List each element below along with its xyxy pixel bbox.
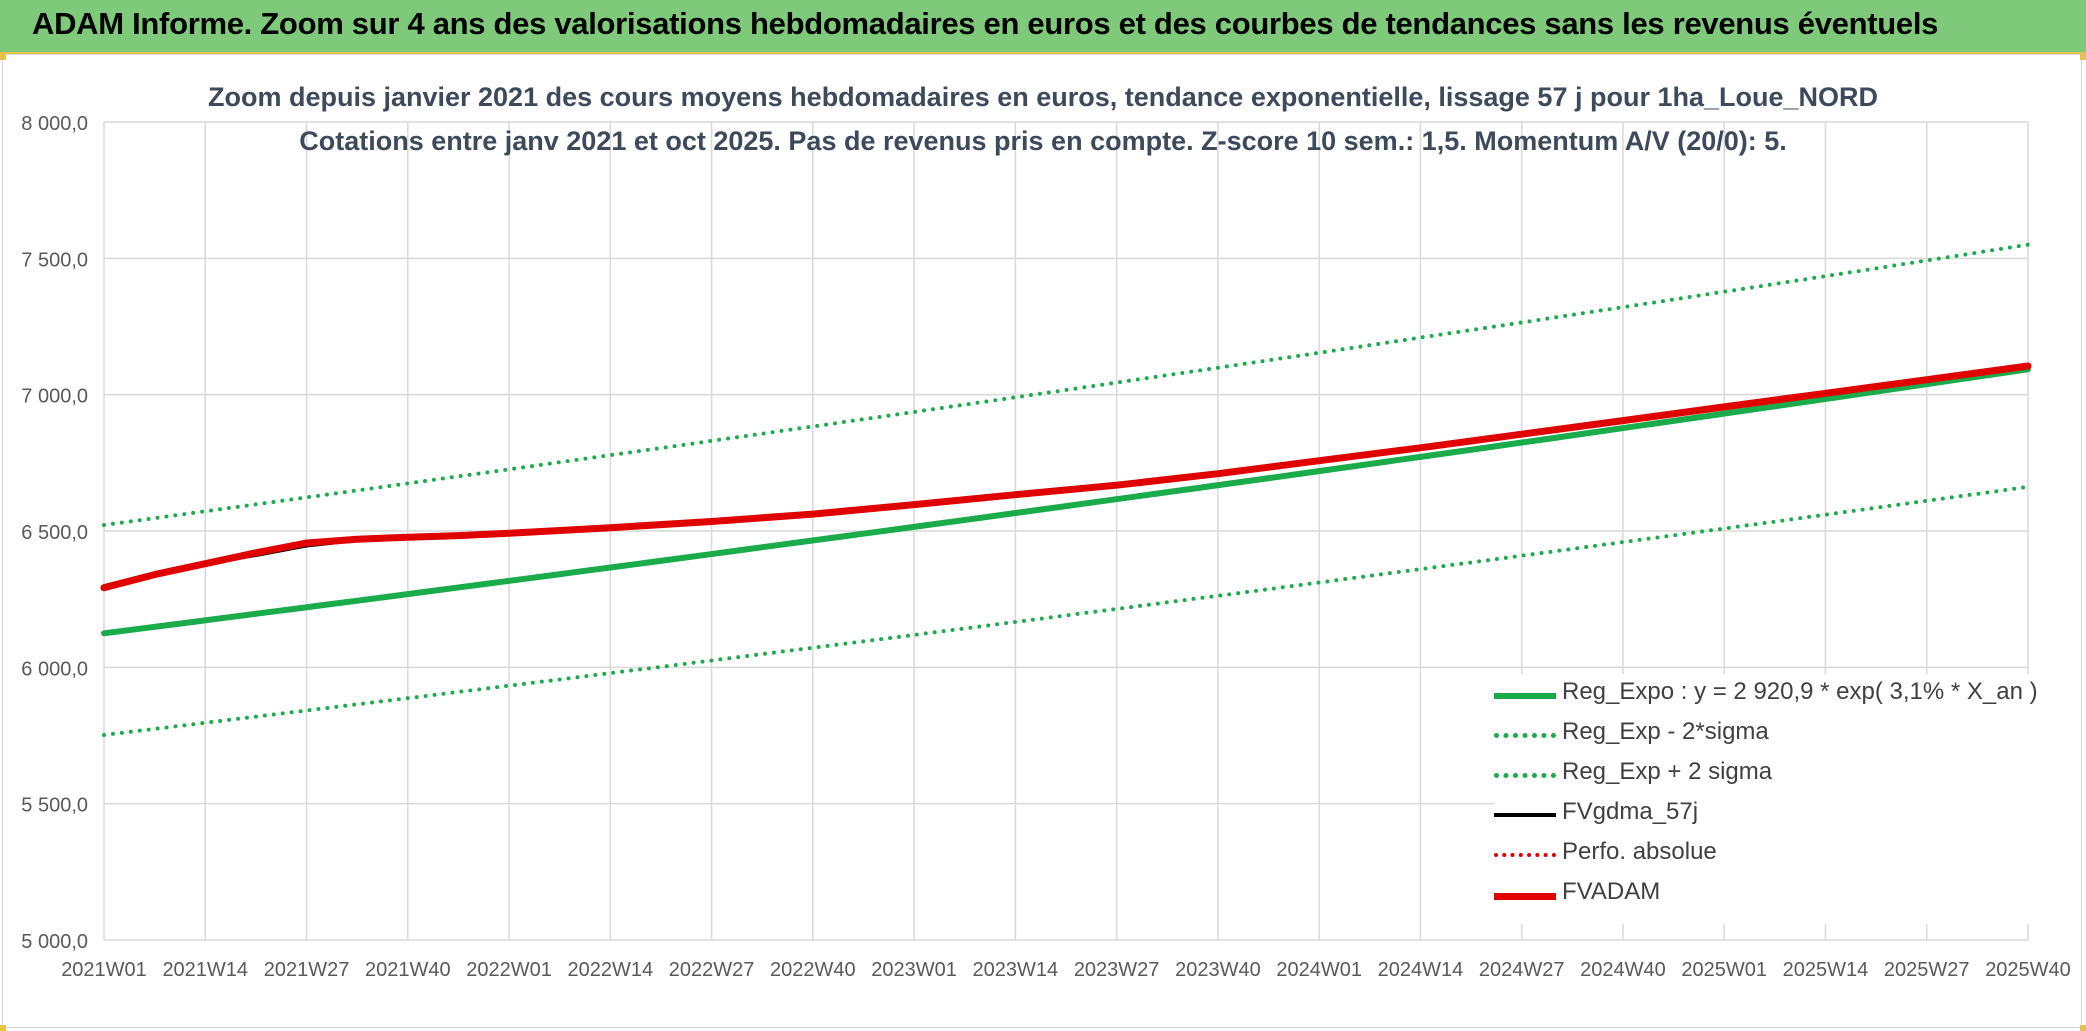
y-tick-label: 5 000,0	[21, 931, 88, 953]
x-tick-label: 2024W01	[1276, 959, 1362, 981]
y-tick-label: 8 000,0	[21, 113, 88, 135]
x-tick-label: 2023W40	[1175, 959, 1261, 981]
chart-legend: Reg_Expo : y = 2 920,9 * exp( 3,1% * X_a…	[1494, 674, 2038, 924]
x-tick-label: 2023W01	[871, 959, 957, 981]
x-tick-label: 2022W40	[770, 959, 856, 981]
legend-swatch	[1494, 813, 1556, 817]
y-tick-label: 5 500,0	[21, 795, 88, 817]
series-line-reg-exp-2-sigma	[102, 484, 2030, 737]
x-tick-label: 2022W01	[466, 959, 552, 981]
x-tick-label: 2024W40	[1580, 959, 1666, 981]
legend-swatch	[1494, 853, 1556, 857]
legend-swatch	[1494, 733, 1556, 738]
legend-label: Reg_Exp - 2*sigma	[1562, 718, 1769, 745]
legend-label: Reg_Exp + 2 sigma	[1562, 758, 1773, 785]
legend-item: Reg_Exp - 2*sigma	[1494, 714, 2034, 754]
chart-title: Zoom depuis janvier 2021 des cours moyen…	[207, 82, 1879, 112]
x-tick-label: 2025W27	[1884, 959, 1970, 981]
x-tick-label: 2022W27	[669, 959, 755, 981]
report-title: ADAM Informe. Zoom sur 4 ans des valoris…	[32, 6, 1939, 41]
x-tick-label: 2021W40	[365, 959, 451, 981]
report-banner: ADAM Informe. Zoom sur 4 ans des valoris…	[0, 0, 2086, 54]
legend-label: FVADAM	[1562, 878, 1661, 905]
x-tick-label: 2025W40	[1985, 959, 2071, 981]
x-tick-label: 2025W01	[1681, 959, 1767, 981]
legend-swatch	[1494, 893, 1556, 900]
series-line-reg-exp-2-sigma	[102, 242, 2030, 527]
x-tick-label: 2021W01	[61, 959, 147, 981]
x-tick-label: 2024W27	[1479, 959, 1565, 981]
series-line-fvadam	[100, 362, 2032, 592]
x-tick-label: 2021W27	[264, 959, 350, 981]
x-tick-label: 2022W14	[568, 959, 654, 981]
legend-swatch	[1494, 773, 1556, 778]
legend-label: Perfo. absolue	[1562, 838, 1717, 865]
frame-corner-marker	[0, 1025, 6, 1031]
gridlines	[103, 121, 2029, 941]
series-lines	[100, 242, 2032, 737]
x-tick-label: 2025W14	[1783, 959, 1869, 981]
y-tick-label: 7 000,0	[21, 386, 88, 408]
legend-label: FVgdma_57j	[1562, 798, 1699, 825]
chart-subtitle: Cotations entre janv 2021 et oct 2025. P…	[299, 126, 1787, 156]
frame-corner-marker	[2080, 54, 2086, 60]
y-tick-label: 6 000,0	[21, 658, 88, 680]
series-line-reg-expo-y-2-920-9-exp-3-1-x-an	[101, 366, 2031, 637]
chart-frame	[2, 54, 2082, 1028]
legend-item: Reg_Exp + 2 sigma	[1494, 754, 2034, 794]
legend-item: Perfo. absolue	[1494, 834, 2034, 874]
x-tick-label: 2023W27	[1074, 959, 1160, 981]
legend-label: Reg_Expo : y = 2 920,9 * exp( 3,1% * X_a…	[1562, 678, 2038, 705]
series-line-perfo-absolue	[102, 364, 2030, 590]
x-tick-label: 2024W14	[1378, 959, 1464, 981]
x-tick-label: 2021W14	[162, 959, 248, 981]
legend-swatch	[1494, 693, 1556, 699]
x-axis-ticks: 2021W01 2021W14 2021W27 2021W40 2022W01 2022W…	[61, 959, 2071, 981]
frame-corner-marker	[2080, 1025, 2086, 1031]
frame-corner-marker	[0, 54, 6, 60]
series-line-fvgdma-57j	[102, 364, 2030, 590]
legend-item: FVADAM	[1494, 874, 2034, 914]
legend-item: FVgdma_57j	[1494, 794, 2034, 834]
y-axis-ticks: 5 000,0 5 500,0 6 000,0 6 500,0 7 000,0 7 500…	[21, 113, 88, 953]
legend-item: Reg_Expo : y = 2 920,9 * exp( 3,1% * X_a…	[1494, 674, 2038, 714]
y-tick-label: 7 500,0	[21, 249, 88, 271]
x-tick-label: 2023W14	[973, 959, 1059, 981]
y-tick-label: 6 500,0	[21, 522, 88, 544]
